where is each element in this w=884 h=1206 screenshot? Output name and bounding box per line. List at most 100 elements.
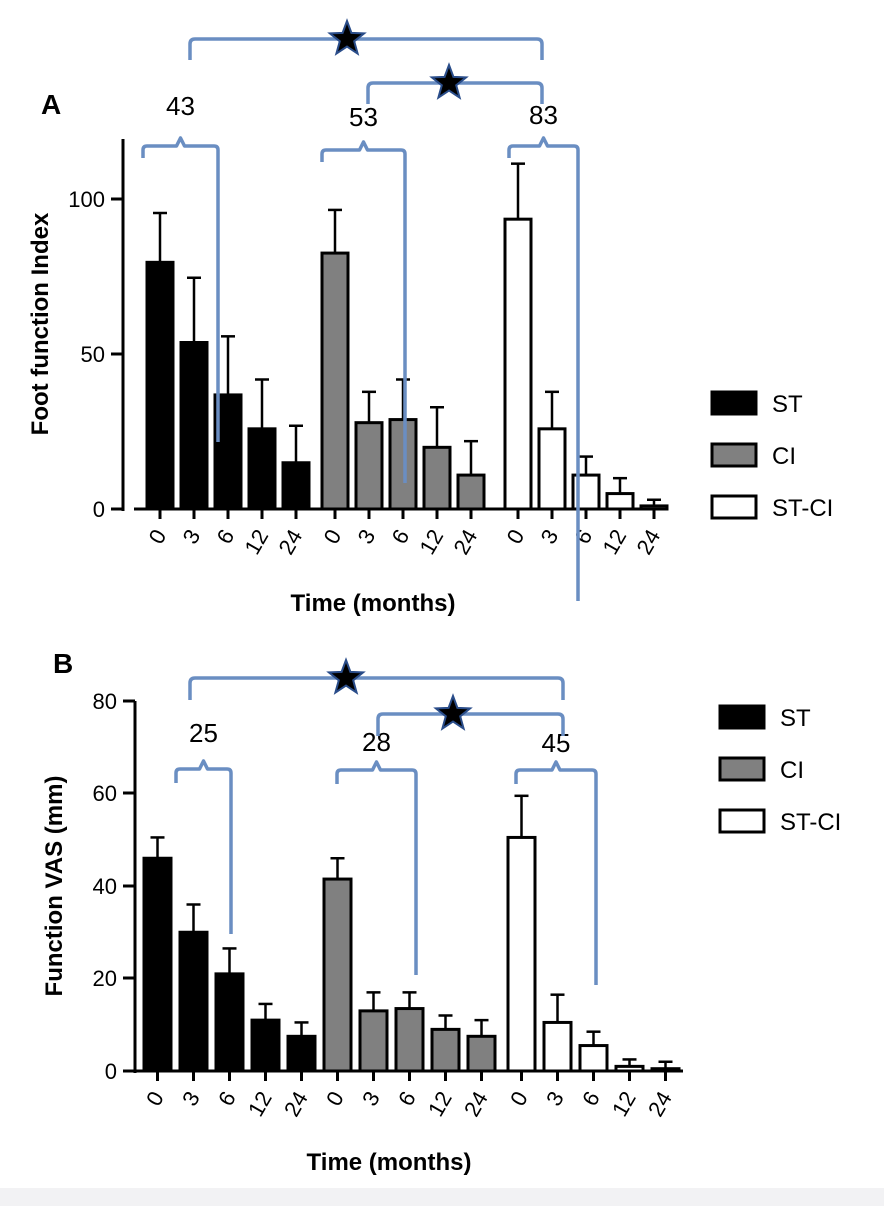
y-tick-label: 50 [81, 342, 105, 367]
x-tick-label: 0 [321, 1087, 349, 1110]
bar-st-ci [614, 1064, 645, 1073]
x-tick-label: 3 [541, 1087, 569, 1110]
x-axis-label: Time (months) [307, 1149, 472, 1176]
legend-swatch-st-ci [710, 494, 758, 520]
bar-st-ci [537, 427, 567, 511]
bracket-label: 45 [542, 728, 571, 758]
legend-label: ST [772, 391, 803, 418]
bar-st-ci [578, 1044, 609, 1073]
bracket-label: 83 [529, 100, 558, 130]
bar-ci [456, 473, 486, 511]
x-tick-label: 24 [459, 1087, 493, 1121]
bar-st [247, 427, 277, 511]
bar-ci [466, 1034, 497, 1073]
x-tick-label: 0 [144, 525, 172, 548]
bar-st [214, 972, 245, 1073]
x-tick-label: 3 [178, 525, 206, 548]
x-tick-label: 12 [239, 525, 273, 559]
significance-bracket [188, 676, 565, 700]
legend-swatch-st [718, 704, 766, 730]
x-axis-label: Time (months) [291, 590, 456, 617]
bar-st [250, 1018, 281, 1073]
x-tick-label: 3 [177, 1087, 205, 1110]
bracket-label: 53 [349, 102, 378, 132]
bottom-band [0, 1188, 884, 1206]
bar-st-ci [650, 1067, 681, 1073]
x-tick-label: 24 [273, 525, 307, 559]
x-tick-label: 3 [353, 525, 381, 548]
x-tick-label: 12 [414, 525, 448, 559]
x-tick-label: 24 [643, 1087, 677, 1121]
legend-label: ST-CI [780, 809, 841, 836]
x-tick-label: 3 [357, 1087, 385, 1110]
legend-label: ST [780, 705, 811, 732]
x-tick-label: 24 [279, 1087, 313, 1121]
x-tick-label: 24 [631, 525, 665, 559]
x-tick-label: 0 [502, 525, 530, 548]
y-axis-label: Function VAS (mm) [41, 776, 68, 997]
y-tick-label: 0 [105, 1059, 117, 1084]
x-tick-label: 0 [141, 1087, 169, 1110]
x-tick-label: 6 [577, 1087, 605, 1110]
x-tick-label: 12 [597, 525, 631, 559]
y-tick-label: 20 [93, 966, 117, 991]
bar-ci [322, 877, 353, 1073]
bar-st [179, 341, 209, 511]
bar-st [145, 260, 175, 511]
x-tick-label: 6 [570, 525, 598, 548]
legend-swatch-st [710, 390, 758, 416]
significance-star [326, 657, 366, 695]
legend-swatch-st-ci [718, 808, 766, 834]
significance-star [433, 693, 473, 731]
y-tick-label: 60 [93, 781, 117, 806]
bar-ci [394, 1007, 425, 1073]
x-tick-label: 24 [448, 525, 482, 559]
y-tick-label: 100 [68, 187, 105, 212]
x-tick-label: 6 [387, 525, 415, 548]
bar-st-ci [506, 835, 537, 1073]
bar-ci [430, 1027, 461, 1073]
y-tick-label: 40 [93, 874, 117, 899]
bar-ci [388, 418, 418, 511]
comparison-bracket [514, 760, 598, 985]
bracket-label: 43 [166, 91, 195, 121]
x-tick-label: 6 [212, 525, 240, 548]
bar-st-ci [503, 217, 533, 511]
legend-label: CI [780, 757, 804, 784]
legend-swatch-ci [710, 442, 758, 468]
significance-bracket [188, 37, 544, 60]
x-tick-label: 0 [505, 1087, 533, 1110]
comparison-bracket [141, 136, 220, 442]
bar-st-ci [605, 492, 635, 511]
panel-letter: B [53, 648, 73, 679]
comparison-bracket [320, 140, 407, 483]
bar-st [281, 461, 311, 511]
x-tick-label: 12 [243, 1087, 277, 1121]
y-tick-label: 80 [93, 689, 117, 714]
y-axis-label: Foot function Index [27, 212, 54, 435]
x-tick-label: 12 [423, 1087, 457, 1121]
significance-star [429, 62, 469, 100]
bracket-label: 25 [189, 718, 218, 748]
bar-ci [320, 251, 350, 511]
bar-st [286, 1034, 317, 1073]
legend-label: ST-CI [772, 495, 833, 522]
significance-bracket [376, 712, 565, 736]
bar-ci [422, 445, 452, 511]
legend-swatch-ci [718, 756, 766, 782]
x-tick-label: 6 [393, 1087, 421, 1110]
bar-st [142, 856, 173, 1073]
x-tick-label: 0 [319, 525, 347, 548]
x-tick-label: 3 [536, 525, 564, 548]
legend-label: CI [772, 443, 796, 470]
bar-ci [354, 421, 384, 511]
comparison-bracket [507, 136, 580, 601]
x-tick-label: 12 [607, 1087, 641, 1121]
bar-ci [358, 1009, 389, 1073]
bar-st-ci [639, 504, 669, 511]
x-tick-label: 6 [213, 1087, 241, 1110]
comparison-bracket [335, 760, 418, 975]
significance-star [327, 18, 367, 56]
panel-letter: A [41, 89, 61, 120]
